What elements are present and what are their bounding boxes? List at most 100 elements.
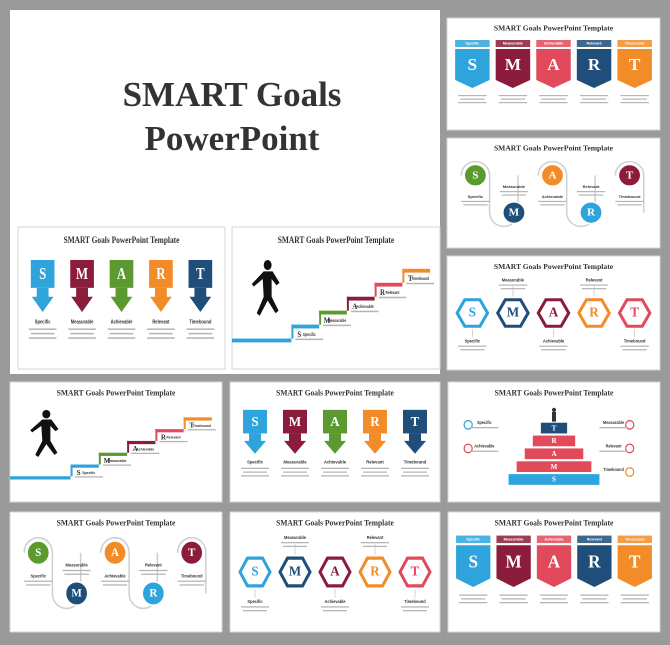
pyramid-tier bbox=[516, 461, 592, 472]
text-line bbox=[68, 328, 96, 330]
text-line bbox=[361, 475, 389, 477]
text-line bbox=[470, 450, 499, 452]
hexagon bbox=[358, 556, 392, 588]
text-line bbox=[350, 310, 379, 313]
text-line bbox=[539, 602, 569, 604]
text-line bbox=[131, 452, 160, 454]
letter-box bbox=[323, 409, 347, 434]
hero-title: SMART Goals bbox=[123, 75, 342, 114]
label: Specific bbox=[303, 333, 317, 337]
label: Measurable bbox=[108, 459, 127, 463]
letter: M bbox=[76, 266, 88, 284]
text-line bbox=[187, 429, 216, 431]
text-line bbox=[62, 569, 91, 572]
letter: S bbox=[468, 55, 478, 74]
step-riser bbox=[346, 296, 349, 311]
step bbox=[155, 429, 184, 433]
text-line bbox=[579, 95, 609, 97]
arrow bbox=[404, 433, 426, 454]
label: Timebound bbox=[411, 277, 430, 281]
arrow bbox=[284, 433, 306, 454]
text-line bbox=[463, 204, 488, 206]
label: Measurable bbox=[503, 42, 523, 46]
label: Measurable bbox=[71, 319, 94, 326]
text-line bbox=[500, 98, 526, 100]
text-line bbox=[295, 338, 324, 341]
text-line bbox=[363, 545, 387, 548]
slide-content: SMART Goals PowerPoint Template S Specific… bbox=[460, 144, 645, 228]
step bbox=[127, 440, 156, 445]
text-line bbox=[109, 332, 134, 335]
label: Measurable bbox=[603, 420, 625, 425]
hexagon bbox=[278, 556, 312, 588]
banner-header bbox=[456, 535, 491, 544]
pyramid-tier bbox=[532, 435, 576, 447]
label: Specific bbox=[477, 420, 492, 425]
banner-header bbox=[536, 40, 571, 47]
letter: A bbox=[352, 301, 357, 311]
letter-box bbox=[403, 409, 427, 434]
banner-header bbox=[577, 535, 612, 544]
letter-box bbox=[243, 409, 267, 434]
letter: R bbox=[588, 55, 601, 74]
text-line bbox=[580, 602, 609, 604]
step-riser bbox=[402, 268, 405, 283]
hero-title: PowerPoint bbox=[145, 119, 320, 158]
text-line bbox=[499, 191, 529, 193]
letter: M bbox=[506, 551, 522, 572]
letter: M bbox=[509, 207, 520, 219]
letter-circle bbox=[502, 201, 526, 225]
banner bbox=[495, 49, 531, 88]
slide-content: SMART Goals PowerPoint Template S Specific… bbox=[28, 234, 215, 339]
hexagon bbox=[495, 298, 530, 328]
label: Achievable bbox=[543, 339, 565, 344]
label: Relevant bbox=[152, 319, 170, 326]
label: Achievable bbox=[324, 459, 347, 464]
letter-circle bbox=[540, 163, 565, 187]
label: Specific bbox=[247, 599, 263, 604]
hexagon bbox=[577, 298, 612, 328]
label: Achievable bbox=[544, 42, 563, 46]
person-head bbox=[263, 259, 272, 271]
letter: A bbox=[330, 414, 340, 430]
person-body bbox=[30, 419, 59, 457]
label: Measurable bbox=[502, 278, 525, 283]
text-line bbox=[147, 337, 175, 339]
letter: M bbox=[505, 55, 521, 74]
letter: R bbox=[551, 437, 557, 445]
letter: S bbox=[552, 476, 556, 484]
letter: R bbox=[156, 266, 166, 284]
letter-circle bbox=[579, 201, 603, 225]
banner bbox=[455, 49, 490, 88]
label: Measurable bbox=[328, 319, 347, 323]
text-line bbox=[70, 332, 94, 335]
arrow bbox=[364, 433, 386, 454]
text-line bbox=[243, 471, 267, 473]
letter: R bbox=[161, 433, 167, 441]
slide-content: SMART Goals PowerPoint Template S Specific… bbox=[455, 262, 652, 351]
step-riser bbox=[70, 464, 73, 477]
text-line bbox=[406, 282, 435, 285]
slide-title: SMART Goals PowerPoint Template bbox=[494, 24, 614, 33]
slide-title: SMART Goals PowerPoint Template bbox=[278, 234, 395, 245]
banner-header bbox=[576, 40, 612, 47]
text-line bbox=[64, 573, 89, 575]
banner bbox=[456, 545, 491, 587]
hexagon bbox=[398, 556, 432, 588]
text-line bbox=[403, 471, 427, 473]
text-line bbox=[540, 204, 565, 206]
letter: A bbox=[549, 305, 559, 320]
step-riser bbox=[155, 429, 158, 441]
step bbox=[346, 296, 375, 301]
letter: A bbox=[111, 547, 120, 559]
label: Achievable bbox=[542, 194, 564, 199]
floor bbox=[232, 338, 292, 343]
banner bbox=[536, 545, 572, 587]
text-line bbox=[141, 573, 166, 575]
text-line bbox=[159, 440, 188, 443]
text-line bbox=[361, 542, 389, 544]
text-line bbox=[139, 569, 168, 572]
letter: R bbox=[589, 305, 599, 320]
letter: A bbox=[548, 169, 556, 181]
text-line bbox=[599, 450, 628, 452]
